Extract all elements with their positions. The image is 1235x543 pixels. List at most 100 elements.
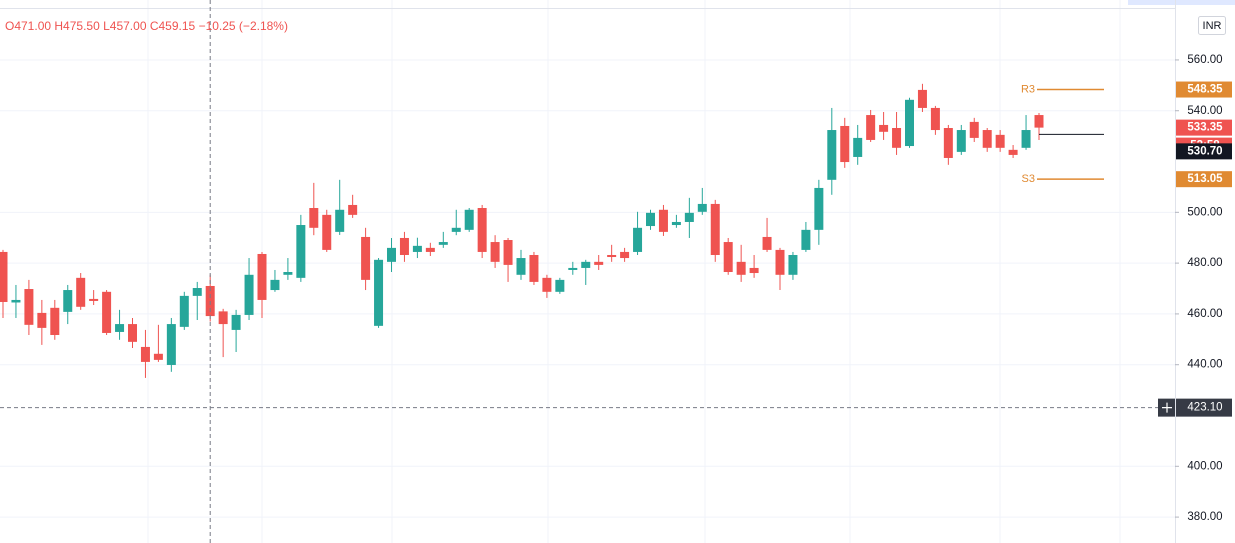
legend-text: O471.00 H475.50 L457.00 C459.15 −10.25 (… [5,19,288,33]
legend-change: −10.25 (−2.18%) [199,19,288,33]
candle-body [723,242,733,273]
candle-body [555,279,565,292]
candle-body [516,258,526,275]
candle-body [128,324,137,342]
candle-body [63,290,73,312]
candle-body [879,124,889,132]
candle-body [814,187,824,230]
legend-open: O471.00 [5,19,51,33]
candle-body [361,236,371,280]
candle-body [892,128,902,148]
crosshair-tag-bg [1176,398,1232,417]
candle-body [425,247,435,252]
candle-body [218,311,228,325]
y-tick-label: 440.00 [1187,359,1222,371]
candle-body [1008,149,1018,155]
candle-body [710,203,720,255]
candle-body [11,299,21,303]
candle-body [296,225,306,278]
candle-body [244,274,254,315]
candle-body [827,130,837,180]
candle-body [943,128,953,158]
candle-body [50,307,60,335]
candle-body [283,272,293,275]
candle-body [775,249,785,275]
candle-body [348,204,358,215]
level-tag: 548.35 [1187,84,1223,96]
candle-body [477,208,487,252]
candle-body [581,261,591,268]
candle-body [412,245,422,252]
candle-body [633,227,643,252]
candle-body [671,221,681,226]
candle-body [905,99,914,147]
candle-body [192,288,202,296]
candle-body [956,130,966,152]
candle-body [37,312,47,328]
candle-body [982,130,992,148]
y-tick-label: 400.00 [1187,460,1222,472]
price-line-tag-bg [1176,143,1232,160]
candle-body [270,279,280,291]
currency: INR [1203,20,1222,32]
candle-body [930,107,940,131]
candle-body [658,209,668,232]
level-tag: 513.05 [1187,173,1223,185]
candle-body [153,353,163,360]
candle-body [231,314,241,330]
legend-low: L457.00 [103,19,147,33]
candle-body [140,346,150,362]
price-axis: 380.00 400.00 440.00 460.00 480.00 500.00 540.… [1175,54,1232,523]
legend-high: H475.50 [54,19,100,33]
overlay: R3 S3 [0,0,1176,543]
candle-body [179,295,189,327]
candle-body [542,277,552,292]
candle-body [89,298,99,301]
y-tick-label: 500.00 [1187,206,1222,218]
candle-body [801,229,811,250]
candle-body [503,240,513,265]
last-price-tag: 533.35 [1187,122,1223,134]
y-tick-label: 380.00 [1187,511,1222,523]
candle-body [736,261,746,275]
y-tick-label: 560.00 [1187,54,1222,66]
candles [0,83,1044,378]
level-name: R3 [1021,83,1035,95]
level-name: S3 [1022,173,1035,185]
last-price-tag-bg [1176,119,1232,136]
ohlc-legend: O471.00 H475.50 L457.00 C459.15 −10.25 (… [5,19,288,33]
candle-body [620,251,630,259]
candle-body [684,212,694,222]
candle-body [438,242,448,245]
candle-body [24,289,34,325]
candle-body [866,115,876,140]
candle-body [374,259,384,326]
candle-body [594,261,604,265]
candle-body [840,125,850,163]
y-tick-label: 480.00 [1187,257,1222,269]
legend-close: C459.15 [150,19,196,33]
candle-body [646,212,655,227]
candle-body [969,121,979,138]
candle-body [853,137,863,157]
price-line-tag: 530.70 [1187,145,1222,157]
candle-body [451,227,461,232]
y-tick-label: 540.00 [1187,105,1222,117]
crosshair-tag: 423.10 [1187,402,1222,414]
currency-box[interactable] [1198,16,1226,35]
candle-body [257,253,267,300]
level-tag-bg [1176,171,1232,188]
candle-body [917,89,927,108]
candle-body [490,242,500,262]
candle-body [529,254,539,282]
candle-body [788,254,798,275]
y-tick-label: 460.00 [1187,308,1222,320]
level-tag-bg [1176,81,1232,98]
candle-body [1034,115,1044,128]
candle-body [322,214,332,250]
candle-body [309,208,319,228]
candle-body [387,247,396,262]
candle-body [762,236,772,250]
candle-body [399,237,409,255]
